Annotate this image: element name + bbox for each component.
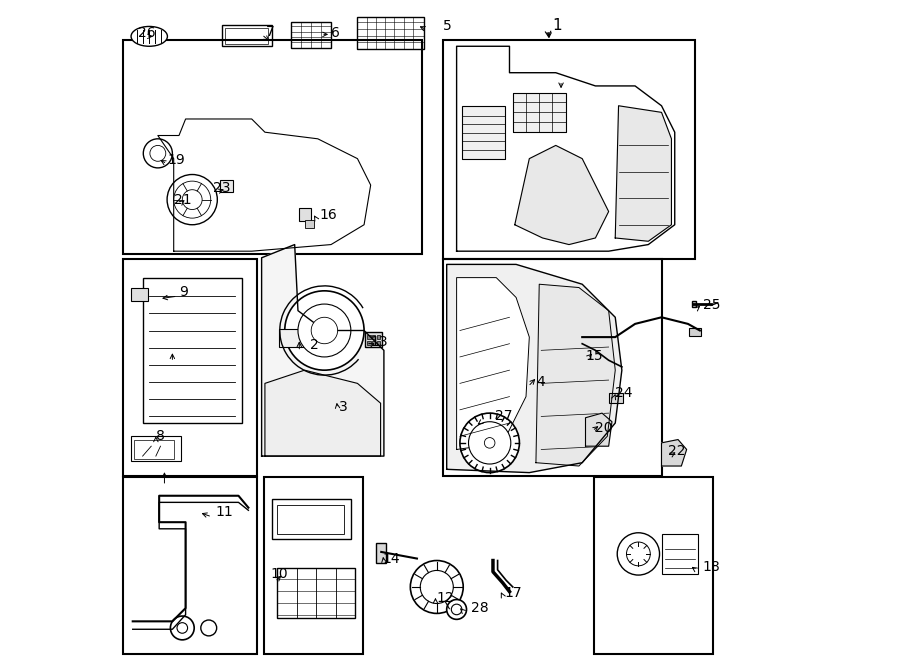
Text: 15: 15 <box>586 348 603 363</box>
Bar <box>367 341 371 345</box>
Polygon shape <box>265 370 381 456</box>
Text: 19: 19 <box>167 153 184 167</box>
Bar <box>280 329 316 347</box>
Text: 16: 16 <box>320 208 337 222</box>
Text: 4: 4 <box>536 375 544 389</box>
Bar <box>134 440 174 459</box>
Polygon shape <box>456 278 529 449</box>
Text: 22: 22 <box>668 444 686 458</box>
Polygon shape <box>586 413 612 446</box>
Bar <box>372 335 375 339</box>
Bar <box>277 568 355 618</box>
Bar <box>225 28 268 44</box>
Bar <box>594 477 713 654</box>
Polygon shape <box>515 145 608 245</box>
Bar <box>131 436 181 461</box>
Circle shape <box>150 145 166 161</box>
Text: 21: 21 <box>174 192 192 207</box>
Bar <box>372 341 375 345</box>
Polygon shape <box>456 46 675 251</box>
Bar <box>122 477 257 654</box>
Bar <box>376 543 386 563</box>
Bar <box>292 22 331 48</box>
Bar <box>272 499 351 539</box>
Circle shape <box>183 190 202 210</box>
Bar <box>608 393 623 403</box>
Circle shape <box>167 175 217 225</box>
Text: 1: 1 <box>553 18 562 32</box>
Circle shape <box>311 317 338 344</box>
Text: 20: 20 <box>596 420 613 435</box>
Bar <box>444 259 662 476</box>
Bar <box>462 106 505 159</box>
Circle shape <box>174 181 211 218</box>
Bar <box>365 332 382 347</box>
Circle shape <box>626 542 651 566</box>
Text: 28: 28 <box>472 601 489 615</box>
Circle shape <box>460 413 519 473</box>
Polygon shape <box>662 440 687 466</box>
Bar <box>662 534 698 574</box>
Text: 11: 11 <box>215 505 233 520</box>
Text: 24: 24 <box>616 386 633 401</box>
Text: 5: 5 <box>444 19 452 34</box>
Bar <box>376 335 380 339</box>
Text: 23: 23 <box>213 181 231 196</box>
Bar <box>222 25 272 46</box>
Circle shape <box>143 139 173 168</box>
Bar <box>122 259 257 476</box>
Ellipse shape <box>131 26 167 46</box>
Circle shape <box>201 620 217 636</box>
Polygon shape <box>158 119 371 251</box>
Bar <box>692 301 696 307</box>
Text: 9: 9 <box>179 285 188 299</box>
Bar <box>220 180 233 192</box>
Text: 13: 13 <box>371 335 388 350</box>
Text: 14: 14 <box>382 551 400 566</box>
Text: 25: 25 <box>703 298 720 313</box>
Text: 7: 7 <box>266 24 275 39</box>
Bar <box>357 17 424 49</box>
Text: 18: 18 <box>703 560 720 574</box>
Text: 3: 3 <box>339 399 347 414</box>
Bar <box>300 208 311 221</box>
Circle shape <box>617 533 660 575</box>
Bar <box>444 40 695 259</box>
Circle shape <box>284 291 364 370</box>
Text: 12: 12 <box>436 591 454 605</box>
Polygon shape <box>536 284 616 466</box>
Circle shape <box>484 438 495 448</box>
Circle shape <box>451 604 462 615</box>
Text: 2: 2 <box>310 338 319 352</box>
Bar <box>513 93 566 132</box>
Bar <box>376 341 380 345</box>
Bar <box>122 40 422 254</box>
Polygon shape <box>616 106 671 241</box>
Circle shape <box>170 616 194 640</box>
Bar <box>689 328 701 336</box>
Bar <box>131 288 148 301</box>
Bar <box>304 220 314 228</box>
Polygon shape <box>446 264 622 473</box>
Circle shape <box>298 304 351 357</box>
Text: 27: 27 <box>495 409 512 424</box>
Text: 8: 8 <box>156 429 165 444</box>
Text: 6: 6 <box>331 26 340 40</box>
Bar <box>367 335 371 339</box>
Circle shape <box>177 623 187 633</box>
Text: 26: 26 <box>138 26 156 40</box>
Circle shape <box>420 570 454 603</box>
Text: 17: 17 <box>504 586 522 600</box>
Circle shape <box>469 422 511 464</box>
Circle shape <box>410 561 464 613</box>
Bar <box>264 477 363 654</box>
Bar <box>142 278 242 423</box>
Text: 10: 10 <box>270 566 288 581</box>
Polygon shape <box>262 245 384 456</box>
Circle shape <box>446 600 466 619</box>
Bar <box>277 505 344 534</box>
